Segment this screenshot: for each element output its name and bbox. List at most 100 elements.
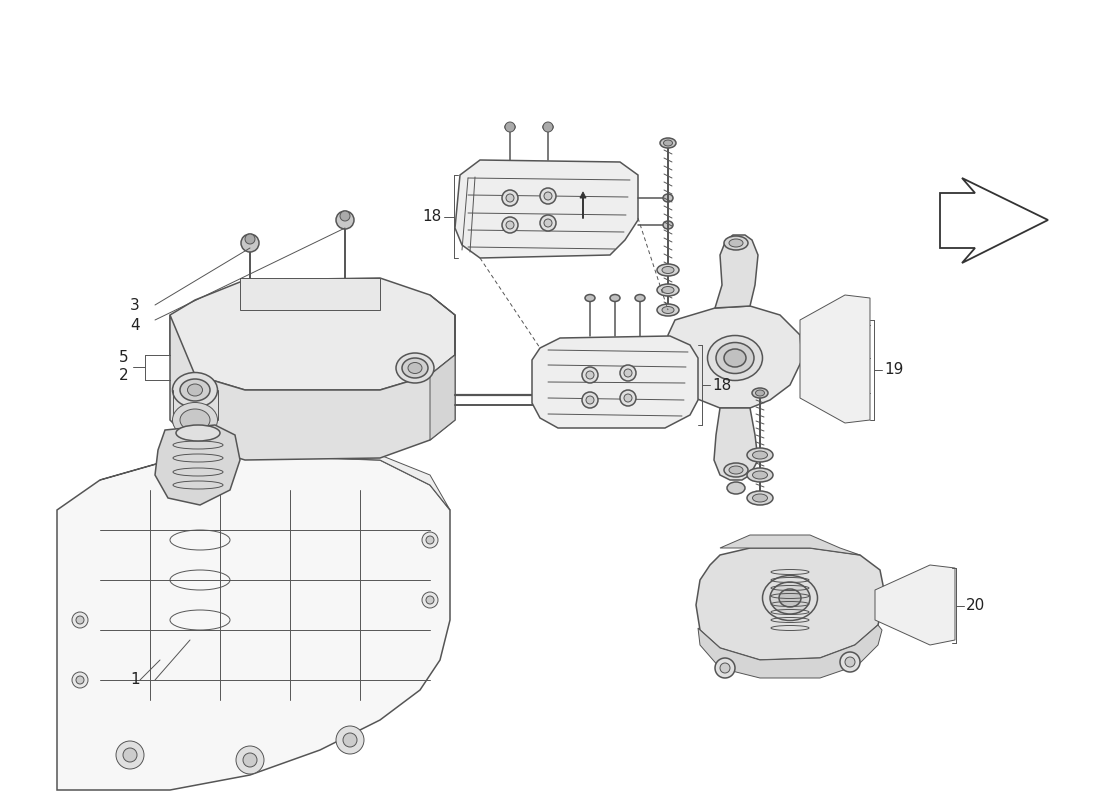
- Circle shape: [76, 676, 84, 684]
- Circle shape: [586, 371, 594, 379]
- Ellipse shape: [543, 123, 553, 130]
- Text: 18: 18: [422, 209, 442, 224]
- Ellipse shape: [539, 395, 551, 405]
- Ellipse shape: [635, 294, 645, 302]
- Text: 4: 4: [131, 318, 140, 333]
- Polygon shape: [430, 295, 455, 440]
- Ellipse shape: [747, 448, 773, 462]
- Ellipse shape: [180, 379, 210, 401]
- Text: 20: 20: [966, 598, 986, 613]
- Circle shape: [502, 190, 518, 206]
- Text: 5: 5: [119, 350, 128, 366]
- Polygon shape: [57, 455, 450, 790]
- Circle shape: [336, 211, 354, 229]
- Polygon shape: [532, 336, 698, 428]
- Circle shape: [236, 746, 264, 774]
- Polygon shape: [155, 425, 240, 505]
- Circle shape: [586, 396, 594, 404]
- Text: 18: 18: [712, 378, 732, 393]
- Ellipse shape: [663, 140, 672, 146]
- Ellipse shape: [585, 294, 595, 302]
- Ellipse shape: [770, 582, 810, 614]
- Polygon shape: [100, 450, 450, 510]
- Ellipse shape: [663, 221, 673, 229]
- Circle shape: [624, 369, 632, 377]
- Circle shape: [582, 392, 598, 408]
- Polygon shape: [667, 306, 802, 408]
- Circle shape: [241, 234, 258, 252]
- Ellipse shape: [752, 494, 768, 502]
- Ellipse shape: [663, 194, 673, 202]
- Circle shape: [116, 741, 144, 769]
- Polygon shape: [455, 160, 638, 258]
- Ellipse shape: [747, 468, 773, 482]
- Ellipse shape: [747, 491, 773, 505]
- Circle shape: [245, 234, 255, 244]
- Text: 2: 2: [119, 367, 128, 382]
- Ellipse shape: [779, 589, 801, 607]
- Ellipse shape: [173, 402, 218, 438]
- Text: 3: 3: [130, 298, 140, 313]
- Polygon shape: [696, 548, 886, 660]
- Ellipse shape: [396, 353, 435, 383]
- Circle shape: [544, 219, 552, 227]
- Ellipse shape: [660, 138, 676, 148]
- Circle shape: [76, 616, 84, 624]
- Circle shape: [715, 658, 735, 678]
- Ellipse shape: [756, 390, 764, 396]
- Text: 19: 19: [884, 362, 903, 378]
- Ellipse shape: [724, 236, 748, 250]
- Ellipse shape: [657, 304, 679, 316]
- Polygon shape: [800, 295, 870, 423]
- Ellipse shape: [176, 425, 220, 441]
- Polygon shape: [170, 278, 455, 390]
- Circle shape: [506, 221, 514, 229]
- Ellipse shape: [657, 264, 679, 276]
- Circle shape: [426, 536, 434, 544]
- Circle shape: [123, 748, 138, 762]
- Ellipse shape: [180, 409, 210, 431]
- Circle shape: [343, 733, 358, 747]
- Polygon shape: [874, 565, 955, 645]
- Ellipse shape: [724, 349, 746, 367]
- Ellipse shape: [402, 358, 428, 378]
- Circle shape: [426, 596, 434, 604]
- Circle shape: [340, 211, 350, 221]
- Text: 1: 1: [131, 673, 140, 687]
- Ellipse shape: [505, 123, 515, 130]
- Ellipse shape: [716, 342, 754, 374]
- Ellipse shape: [724, 463, 748, 477]
- Ellipse shape: [408, 362, 422, 374]
- Circle shape: [422, 592, 438, 608]
- Polygon shape: [720, 535, 860, 555]
- Ellipse shape: [173, 373, 218, 407]
- Ellipse shape: [752, 451, 768, 459]
- Circle shape: [544, 192, 552, 200]
- Ellipse shape: [752, 388, 768, 398]
- Ellipse shape: [752, 471, 768, 479]
- Ellipse shape: [662, 286, 674, 294]
- Circle shape: [620, 365, 636, 381]
- Ellipse shape: [707, 335, 762, 381]
- Circle shape: [72, 612, 88, 628]
- Circle shape: [505, 122, 515, 132]
- Ellipse shape: [662, 306, 674, 314]
- Ellipse shape: [610, 294, 620, 302]
- Circle shape: [540, 188, 556, 204]
- Circle shape: [502, 217, 518, 233]
- Polygon shape: [714, 408, 758, 480]
- Ellipse shape: [662, 266, 674, 274]
- Polygon shape: [170, 315, 455, 460]
- Ellipse shape: [729, 466, 743, 474]
- Circle shape: [582, 367, 598, 383]
- Circle shape: [243, 753, 257, 767]
- Ellipse shape: [535, 393, 556, 407]
- Ellipse shape: [657, 284, 679, 296]
- Ellipse shape: [729, 239, 743, 247]
- Circle shape: [506, 194, 514, 202]
- Circle shape: [845, 657, 855, 667]
- Circle shape: [540, 215, 556, 231]
- Circle shape: [624, 394, 632, 402]
- Circle shape: [336, 726, 364, 754]
- Polygon shape: [715, 235, 758, 308]
